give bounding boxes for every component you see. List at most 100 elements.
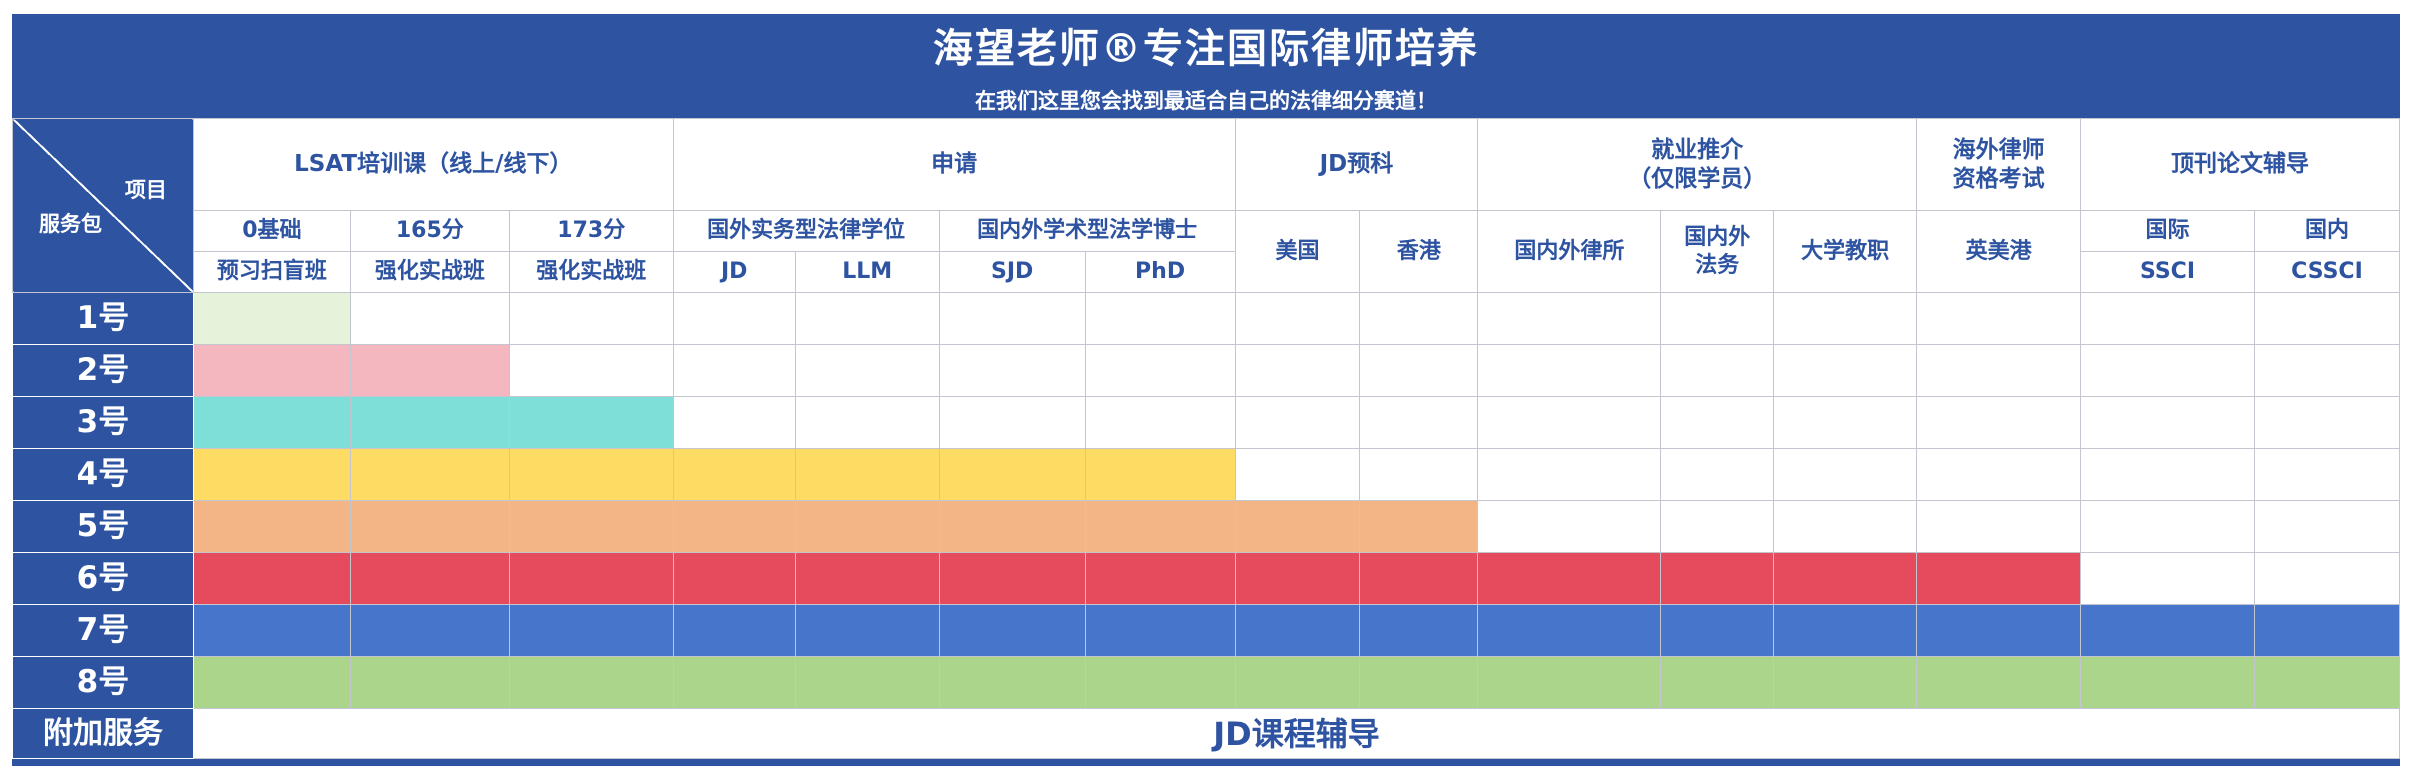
included-cell: [794, 552, 940, 605]
sub-academic-doctor: 国内外学术型法学博士: [938, 210, 1236, 252]
included-cell: [1916, 552, 2082, 605]
included-cell: [349, 448, 510, 501]
empty-cell: [1359, 344, 1479, 397]
group-journal: 顶刊论文辅导: [2080, 118, 2400, 211]
sub-law-firm: 国内外律所: [1477, 210, 1662, 293]
included-cell: [938, 500, 1086, 553]
empty-cell: [1234, 292, 1361, 345]
included-cell: [508, 656, 674, 709]
included-cell: [192, 448, 351, 501]
sub-us: 美国: [1234, 210, 1361, 293]
group-apply: 申请: [672, 118, 1236, 211]
leaf-sjd: SJD: [938, 251, 1086, 293]
included-cell: [1477, 604, 1662, 657]
extra-service-label: 附加服务: [12, 708, 194, 759]
empty-cell: [2080, 292, 2255, 345]
leaf-foundation: 预习扫盲班: [192, 251, 351, 293]
included-cell: [2253, 604, 2401, 657]
included-cell: [2080, 656, 2255, 709]
item-axis-label: 项目: [124, 178, 167, 202]
leaf-intensive-165: 强化实战班: [349, 251, 510, 293]
sub-professor: 大学教职: [1773, 210, 1918, 293]
included-cell: [349, 604, 510, 657]
sub-legal-affairs-line2: 法务: [1695, 252, 1740, 278]
included-cell: [508, 448, 674, 501]
group-overseas-exam: 海外律师 资格考试: [1916, 118, 2082, 211]
empty-cell: [2253, 344, 2401, 397]
group-employment: 就业推介 （仅限学员）: [1477, 118, 1918, 211]
included-cell: [672, 604, 796, 657]
empty-cell: [672, 396, 796, 449]
package-row: 4号: [12, 448, 2401, 501]
empty-cell: [1660, 292, 1775, 345]
included-cell: [192, 500, 351, 553]
empty-cell: [1477, 448, 1662, 501]
empty-cell: [1773, 344, 1918, 397]
group-overseas-exam-line1: 海外律师: [1952, 136, 2045, 163]
included-cell: [1660, 552, 1775, 605]
leaf-intensive-173: 强化实战班: [508, 251, 674, 293]
included-cell: [192, 552, 351, 605]
empty-cell: [1660, 500, 1775, 553]
empty-cell: [1773, 448, 1918, 501]
empty-cell: [2080, 396, 2255, 449]
group-overseas-exam-line2: 资格考试: [1952, 165, 2045, 192]
package-row: 2号: [12, 344, 2401, 397]
empty-cell: [2080, 448, 2255, 501]
empty-cell: [508, 344, 674, 397]
empty-cell: [1660, 448, 1775, 501]
sub-zero: 0基础: [192, 210, 351, 252]
included-cell: [192, 292, 351, 345]
package-matrix: 项目 服务包 LSAT培训课（线上/线下） 申请 JD预科 就业推介 （仅限学员…: [12, 118, 2401, 759]
included-cell: [1084, 448, 1236, 501]
included-cell: [1773, 604, 1918, 657]
package-row: 6号: [12, 552, 2401, 605]
included-cell: [192, 344, 351, 397]
service-package-chart: 海望老师®专注国际律师培养 在我们这里您会找到最适合自己的法律细分赛道！ 项目: [12, 14, 2401, 766]
empty-cell: [1916, 500, 2082, 553]
empty-cell: [2080, 344, 2255, 397]
included-cell: [1477, 656, 1662, 709]
empty-cell: [672, 344, 796, 397]
empty-cell: [1084, 344, 1236, 397]
included-cell: [672, 656, 796, 709]
empty-cell: [349, 292, 510, 345]
included-cell: [1084, 604, 1236, 657]
included-cell: [349, 656, 510, 709]
empty-cell: [1477, 500, 1662, 553]
empty-cell: [938, 396, 1086, 449]
included-cell: [192, 396, 351, 449]
empty-cell: [794, 292, 940, 345]
included-cell: [508, 604, 674, 657]
empty-cell: [1916, 292, 2082, 345]
group-lsat: LSAT培训课（线上/线下）: [192, 118, 674, 211]
empty-cell: [1234, 448, 1361, 501]
extra-service-row: 附加服务 JD课程辅导: [12, 708, 2401, 759]
sub-domestic: 国内: [2253, 210, 2401, 252]
empty-cell: [938, 292, 1086, 345]
empty-cell: [1773, 396, 1918, 449]
package-row: 1号: [12, 292, 2401, 345]
sub-intl: 国际: [2080, 210, 2255, 252]
page-title: 海望老师®专注国际律师培养: [933, 26, 1479, 72]
empty-cell: [794, 344, 940, 397]
package-label: 1号: [12, 292, 194, 345]
included-cell: [1234, 552, 1361, 605]
sub-legal-affairs: 国内外 法务: [1660, 210, 1775, 293]
included-cell: [349, 344, 510, 397]
empty-cell: [2253, 500, 2401, 553]
included-cell: [1660, 656, 1775, 709]
leaf-cssci: CSSCI: [2253, 251, 2401, 293]
included-cell: [1084, 656, 1236, 709]
empty-cell: [2253, 292, 2401, 345]
included-cell: [508, 500, 674, 553]
empty-cell: [1359, 292, 1479, 345]
included-cell: [1660, 604, 1775, 657]
sub-legal-affairs-line1: 国内外: [1684, 225, 1751, 250]
included-cell: [1477, 552, 1662, 605]
included-cell: [672, 448, 796, 501]
group-employment-line1: 就业推介: [1651, 136, 1744, 163]
empty-cell: [1660, 396, 1775, 449]
included-cell: [1916, 656, 2082, 709]
empty-cell: [672, 292, 796, 345]
